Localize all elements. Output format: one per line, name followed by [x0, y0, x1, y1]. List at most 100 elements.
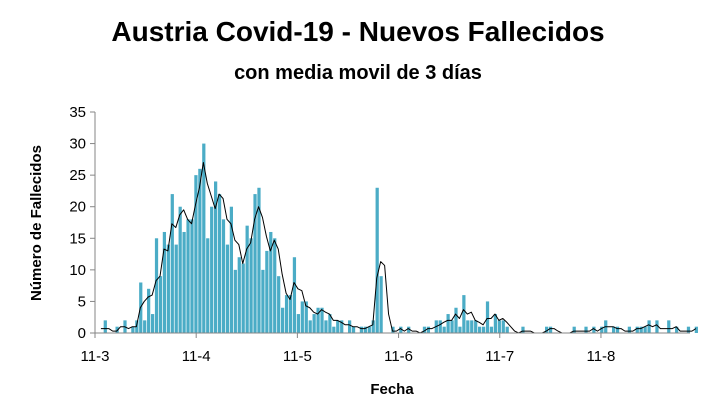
bar: [391, 326, 395, 333]
bar: [174, 244, 178, 333]
bar: [442, 326, 446, 333]
bar: [308, 320, 312, 333]
bar: [324, 320, 328, 333]
bar: [497, 320, 501, 333]
bar: [265, 250, 269, 333]
moving-average-line: [100, 162, 697, 334]
bar: [548, 326, 553, 333]
bar: [407, 326, 411, 333]
bar: [572, 326, 576, 333]
bar: [214, 181, 218, 333]
bar: [584, 326, 588, 333]
x-tick-label: 11-3: [81, 348, 110, 365]
bar: [505, 326, 509, 333]
bar: [328, 314, 332, 333]
bar: [194, 175, 198, 333]
bar: [667, 320, 671, 333]
bar: [458, 326, 462, 333]
bar: [210, 206, 214, 333]
x-axis-ticks: 11-3 11-4 11-5 11-6 11-7 11-8: [81, 333, 615, 365]
bar: [241, 263, 245, 333]
bar: [422, 326, 427, 333]
bar: [257, 187, 261, 333]
bar: [466, 320, 470, 333]
y-tick-label: 30: [69, 136, 86, 153]
bar: [450, 320, 454, 333]
x-tick-label: 11-5: [283, 348, 312, 365]
bar-series: [103, 143, 698, 333]
bar: [103, 320, 107, 333]
bar: [438, 320, 442, 333]
bar: [332, 326, 336, 333]
bar: [545, 326, 549, 333]
bar: [351, 326, 356, 333]
y-tick-label: 20: [69, 199, 86, 216]
bar: [493, 314, 498, 333]
bar: [592, 326, 596, 333]
bar: [150, 314, 155, 333]
bar: [253, 194, 257, 333]
bar: [627, 326, 631, 333]
bar: [611, 326, 616, 333]
bar: [675, 326, 679, 333]
bar: [182, 231, 186, 333]
bar: [154, 238, 159, 333]
bar: [521, 326, 525, 333]
bar: [300, 301, 304, 333]
bar: [312, 314, 316, 333]
x-tick-label: 11-4: [182, 348, 211, 365]
bar: [269, 231, 273, 333]
bar: [178, 206, 182, 333]
bar: [221, 219, 226, 333]
bar: [379, 276, 383, 333]
bar: [363, 326, 367, 333]
bar: [489, 326, 494, 333]
bar: [446, 314, 450, 333]
bar: [233, 269, 237, 333]
bar: [399, 326, 403, 333]
y-tick-label: 10: [69, 262, 86, 279]
bar: [474, 320, 478, 333]
bar: [462, 295, 466, 333]
x-tick-label: 11-8: [586, 348, 615, 365]
bar: [481, 326, 486, 333]
y-tick-label: 5: [78, 293, 86, 310]
bar: [292, 257, 297, 333]
x-tick-label: 11-7: [485, 348, 514, 365]
bar: [143, 320, 147, 333]
y-tick-label: 0: [78, 325, 86, 342]
bar: [615, 326, 620, 333]
bar: [347, 320, 352, 333]
bar: [470, 320, 474, 333]
bar: [229, 206, 233, 333]
y-tick-label: 35: [69, 104, 86, 121]
bar: [249, 238, 253, 333]
bar: [694, 326, 698, 333]
bar: [281, 307, 285, 333]
bar: [190, 219, 194, 333]
bar: [600, 326, 604, 333]
bar: [485, 301, 490, 333]
bar: [288, 295, 293, 333]
bar: [426, 326, 431, 333]
chart-subtitle: con media movil de 3 días: [234, 62, 482, 84]
bar: [296, 314, 300, 333]
bar: [304, 301, 308, 333]
bar: [162, 231, 167, 333]
bar: [225, 244, 230, 333]
bar: [316, 307, 320, 333]
bar: [198, 168, 202, 333]
bar: [284, 295, 289, 333]
bar: [147, 288, 151, 333]
bar: [245, 225, 249, 333]
bar: [336, 320, 340, 333]
y-axis-title: Número de Fallecidos: [28, 145, 45, 301]
bar: [273, 238, 277, 333]
x-axis-title: Fecha: [370, 381, 414, 398]
bar: [261, 269, 265, 333]
bar: [206, 238, 210, 333]
bar: [501, 320, 505, 333]
bar: [166, 244, 170, 333]
y-tick-label: 25: [69, 167, 86, 184]
